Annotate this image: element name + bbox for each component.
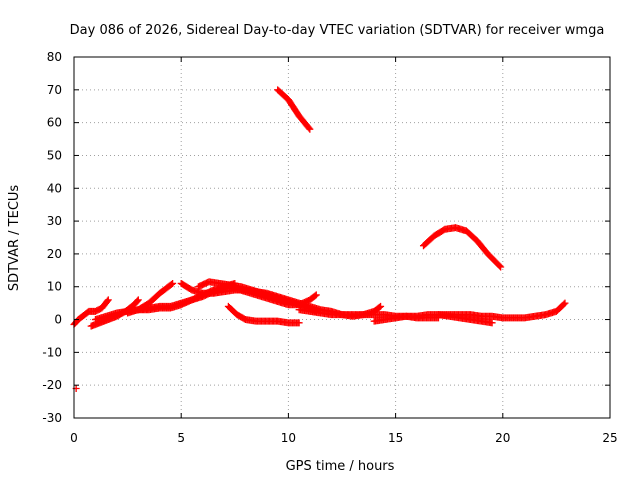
data-point — [560, 300, 568, 308]
y-tick-label: 10 — [47, 280, 62, 294]
plot-frame — [73, 56, 611, 419]
y-tick-label: 20 — [47, 247, 62, 261]
y-tick-label: -20 — [42, 378, 62, 392]
data-point — [167, 280, 175, 288]
y-tick-label: 70 — [47, 83, 62, 97]
series-arc-l — [419, 224, 505, 271]
data-point — [169, 279, 177, 287]
y-tick-label: -30 — [42, 411, 62, 425]
data-point — [311, 292, 319, 300]
y-axis-label: SDTVAR / TECUs — [7, 185, 22, 292]
x-tick-label: 5 — [177, 431, 185, 445]
series-arc-k — [370, 311, 496, 327]
data-point — [306, 125, 314, 133]
data-layer — [70, 86, 569, 392]
y-tick-label: 60 — [47, 116, 62, 130]
tick-labels: 0 5 10 15 20 25 -30 -20 -10 0 10 20 30 40 50 60 70 80 — [42, 50, 617, 445]
chart-title: Day 086 of 2026, Sidereal Day-to-day VTE… — [70, 23, 605, 38]
data-point — [497, 263, 505, 271]
y-tick-label: 80 — [47, 50, 62, 64]
series-arc-i — [274, 86, 314, 133]
data-point — [496, 262, 504, 270]
data-point — [312, 291, 320, 299]
data-point — [103, 297, 111, 305]
x-tick-label: 25 — [602, 431, 617, 445]
series-arc-m — [434, 299, 569, 322]
x-tick-label: 20 — [495, 431, 510, 445]
data-point — [377, 302, 385, 310]
series-arc-a — [70, 296, 112, 328]
data-point — [488, 319, 496, 327]
data-point — [561, 299, 569, 307]
x-tick-label: 0 — [70, 431, 78, 445]
series-arc-h — [224, 302, 303, 327]
y-tick-label: 0 — [54, 313, 62, 327]
data-point — [376, 303, 384, 311]
data-point — [133, 297, 141, 305]
x-axis-label: GPS time / hours — [286, 459, 395, 474]
y-tick-label: 40 — [47, 181, 62, 195]
data-point — [104, 296, 112, 304]
x-tick-label: 15 — [388, 431, 403, 445]
y-tick-label: 30 — [47, 214, 62, 228]
grid — [74, 57, 610, 418]
data-point — [295, 319, 303, 327]
data-point — [134, 296, 142, 304]
y-tick-label: -10 — [42, 345, 62, 359]
y-tick-label: 50 — [47, 148, 62, 162]
data-point — [305, 124, 313, 132]
axis-ticks — [73, 56, 611, 419]
x-tick-label: 10 — [281, 431, 296, 445]
